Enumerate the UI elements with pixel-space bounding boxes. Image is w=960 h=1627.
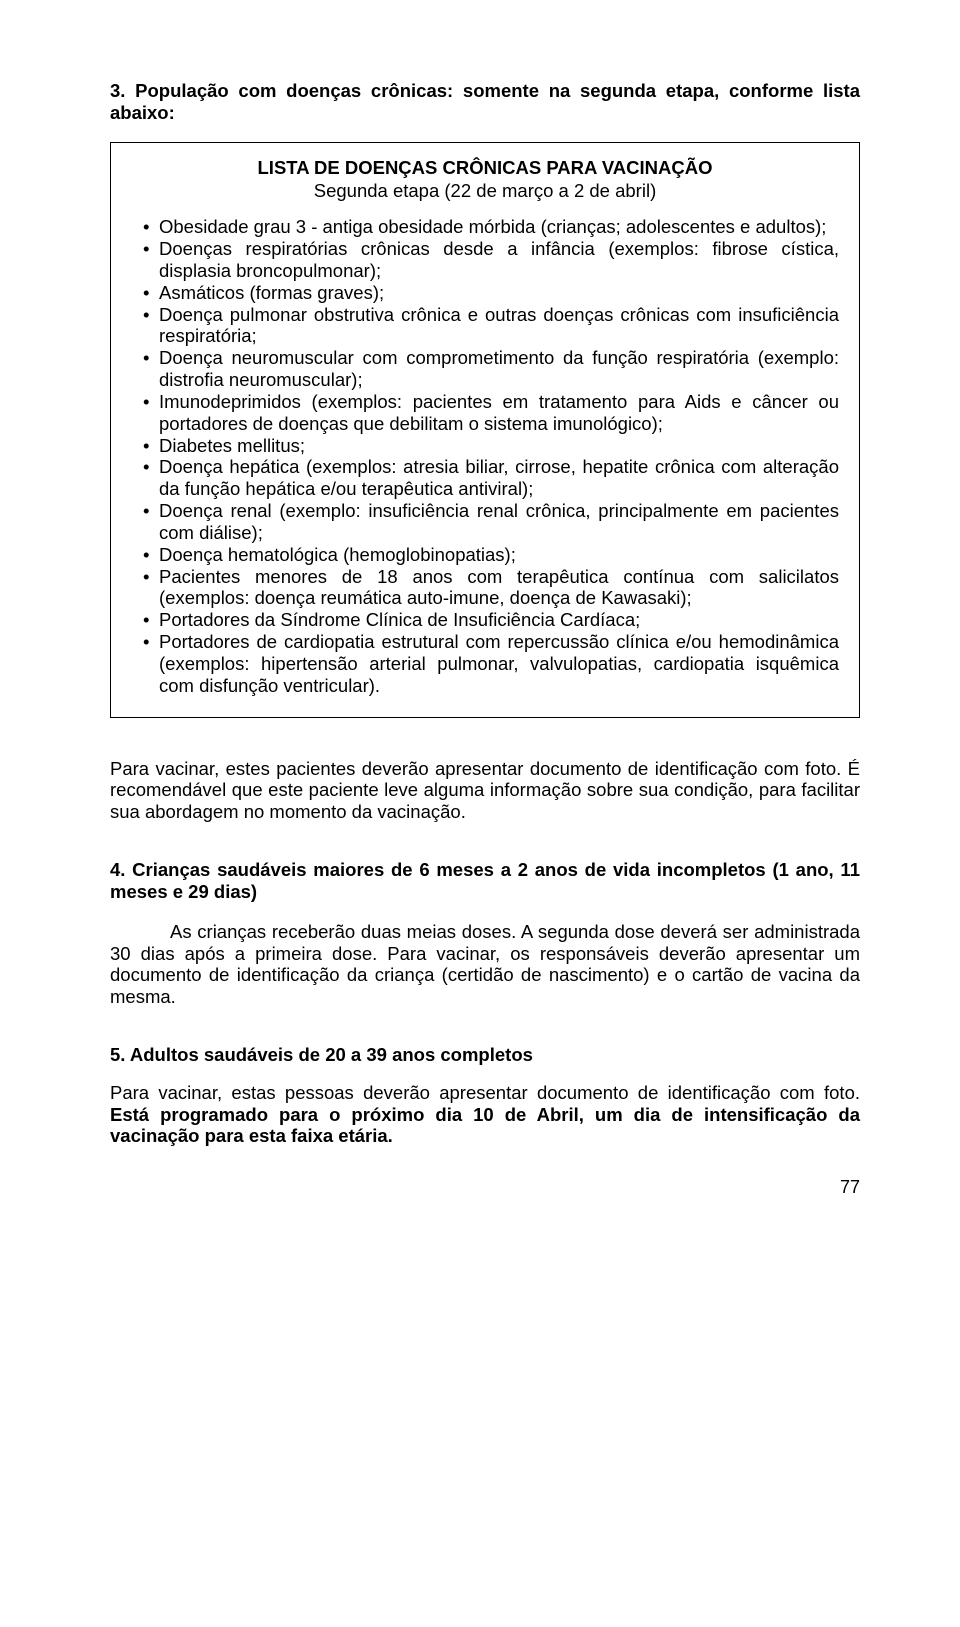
list-item: Asmáticos (formas graves); <box>131 282 839 304</box>
section-3-heading: 3. População com doenças crônicas: somen… <box>110 80 860 124</box>
para-adults-plain: Para vacinar, estas pessoas deverão apre… <box>110 1082 860 1103</box>
list-item: Doença renal (exemplo: insuficiência ren… <box>131 500 839 544</box>
box-title: LISTA DE DOENÇAS CRÔNICAS PARA VACINAÇÃO <box>131 157 839 179</box>
list-item: Pacientes menores de 18 anos com terapêu… <box>131 566 839 610</box>
list-item: Doenças respiratórias crônicas desde a i… <box>131 238 839 282</box>
list-item: Portadores da Síndrome Clínica de Insufi… <box>131 609 839 631</box>
list-item: Doença pulmonar obstrutiva crônica e out… <box>131 304 839 348</box>
list-item: Portadores de cardiopatia estrutural com… <box>131 631 839 696</box>
para-vaccinate-1: Para vacinar, estes pacientes deverão ap… <box>110 758 860 823</box>
list-item: Imunodeprimidos (exemplos: pacientes em … <box>131 391 839 435</box>
disease-list: Obesidade grau 3 - antiga obesidade mórb… <box>131 216 839 696</box>
page-number: 77 <box>110 1177 860 1198</box>
para-children: As crianças receberão duas meias doses. … <box>110 921 860 1008</box>
list-item: Doença hepática (exemplos: atresia bilia… <box>131 456 839 500</box>
section-4-heading: 4. Crianças saudáveis maiores de 6 meses… <box>110 859 860 903</box>
para-adults-bold: Está programado para o próximo dia 10 de… <box>110 1104 860 1147</box>
section-5-heading: 5. Adultos saudáveis de 20 a 39 anos com… <box>110 1044 860 1066</box>
list-item: Doença neuromuscular com comprometimento… <box>131 347 839 391</box>
list-item: Doença hematológica (hemoglobinopatias); <box>131 544 839 566</box>
disease-list-box: LISTA DE DOENÇAS CRÔNICAS PARA VACINAÇÃO… <box>110 142 860 718</box>
box-subtitle: Segunda etapa (22 de março a 2 de abril) <box>131 180 839 202</box>
list-item: Diabetes mellitus; <box>131 435 839 457</box>
para-adults: Para vacinar, estas pessoas deverão apre… <box>110 1082 860 1147</box>
list-item: Obesidade grau 3 - antiga obesidade mórb… <box>131 216 839 238</box>
